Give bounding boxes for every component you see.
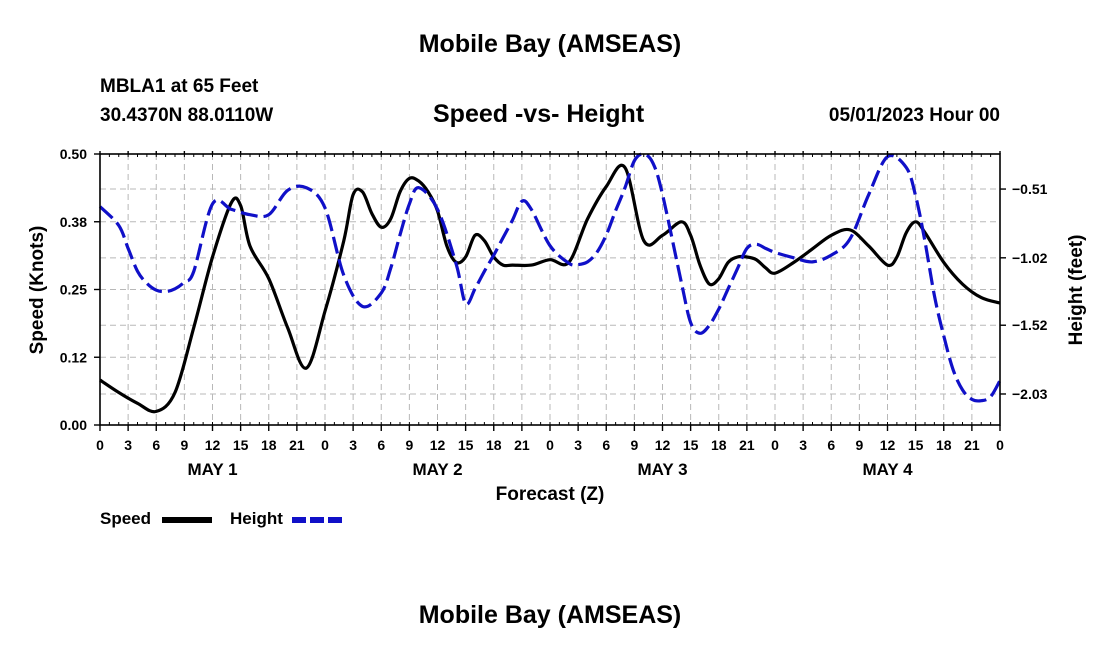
height-series-line	[98, 152, 1002, 403]
x-tick-label: 6	[602, 437, 610, 453]
x-tick-label: 21	[289, 437, 305, 453]
x-tick-label: 0	[771, 437, 779, 453]
y-tick-label-left: 0.38	[60, 214, 87, 230]
x-tick-label: 9	[630, 437, 638, 453]
y-tick-label-right: −1.02	[1012, 250, 1048, 266]
x-tick-label: 18	[711, 437, 727, 453]
legend-height-swatch	[292, 517, 342, 523]
x-tick-label: 3	[799, 437, 807, 453]
y-tick-label-left: 0.50	[60, 146, 87, 162]
page-title: Mobile Bay (AMSEAS)	[418, 30, 682, 58]
legend-speed-swatch	[162, 517, 212, 523]
x-axis-title: Forecast (Z)	[496, 484, 605, 505]
x-tick-label: 6	[827, 437, 835, 453]
y-tick-label-left: 0.25	[60, 282, 87, 298]
label-layer: 0 3 6 9 12 15 18 21 0 3 6 9 12 15 18 21 0 3 6 9 12 15 18 21 0 3 6 9…	[60, 146, 1048, 479]
x-tick-label: 6	[377, 437, 385, 453]
x-tick-label: 15	[458, 437, 474, 453]
x-tick-label: 18	[936, 437, 952, 453]
x-tick-label: 9	[405, 437, 413, 453]
day-label: MAY 4	[862, 460, 913, 479]
x-tick-label: 15	[683, 437, 699, 453]
x-tick-label: 12	[655, 437, 671, 453]
forecast-datetime: 05/01/2023 Hour 00	[828, 105, 1000, 126]
x-tick-label: 18	[261, 437, 277, 453]
legend-speed-label: Speed	[100, 509, 152, 528]
x-tick-label: 3	[574, 437, 582, 453]
x-tick-label: 9	[180, 437, 188, 453]
y-tick-label-left: 0.00	[60, 417, 87, 433]
x-tick-label: 18	[486, 437, 502, 453]
day-label: MAY 2	[412, 460, 462, 479]
series-layer	[98, 152, 1002, 414]
chart-subtitle: Speed -vs- Height	[433, 100, 645, 128]
x-tick-label: 12	[880, 437, 896, 453]
x-tick-label: 6	[152, 437, 160, 453]
x-tick-label: 0	[996, 437, 1004, 453]
x-tick-label: 12	[430, 437, 446, 453]
speed-series-line	[99, 163, 1001, 414]
x-tick-label: 0	[321, 437, 329, 453]
tick-layer	[94, 151, 1006, 431]
y-axis-title-right: Height (feet)	[1066, 235, 1087, 346]
x-tick-label: 9	[855, 437, 863, 453]
y-axis-title-left: Speed (Knots)	[27, 226, 48, 355]
x-tick-label: 3	[349, 437, 357, 453]
x-tick-label: 12	[205, 437, 221, 453]
station-label: MBLA1 at 65 Feet	[100, 76, 259, 97]
footer-title: Mobile Bay (AMSEAS)	[418, 601, 682, 629]
station-coords: 30.4370N 88.0110W	[100, 105, 274, 126]
x-tick-label: 21	[514, 437, 530, 453]
grid-layer	[100, 154, 1000, 425]
day-label: MAY 1	[187, 460, 237, 479]
y-tick-label-right: −0.51	[1012, 181, 1048, 197]
x-tick-label: 3	[124, 437, 132, 453]
x-tick-label: 0	[96, 437, 104, 453]
x-tick-label: 15	[908, 437, 924, 453]
y-tick-label-right: −1.52	[1012, 317, 1048, 333]
speed-height-chart: 0 3 6 9 12 15 18 21 0 3 6 9 12 15 18 21 0 3 6 9 12 15 18 21 0 3 6 9…	[27, 146, 1087, 505]
x-tick-label: 21	[964, 437, 980, 453]
legend-height-label: Height	[230, 509, 283, 528]
y-tick-label-left: 0.12	[60, 349, 87, 365]
x-tick-label: 21	[739, 437, 755, 453]
y-tick-label-right: −2.03	[1012, 386, 1048, 402]
day-label: MAY 3	[637, 460, 687, 479]
x-tick-label: 0	[546, 437, 554, 453]
x-tick-label: 15	[233, 437, 249, 453]
